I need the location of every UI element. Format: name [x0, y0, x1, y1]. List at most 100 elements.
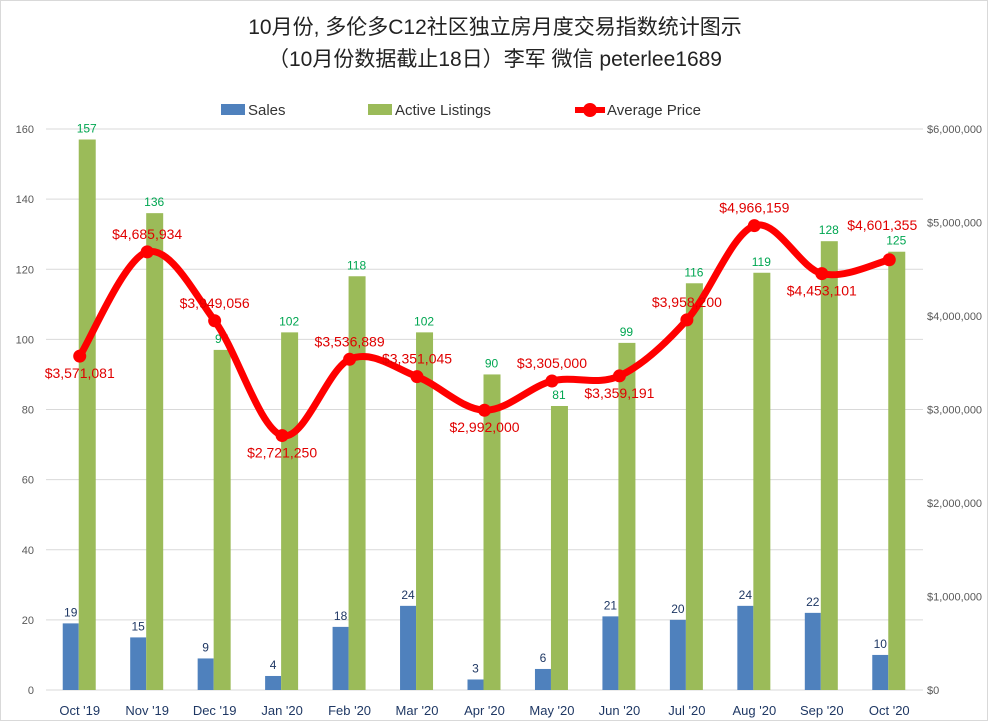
- average-price-data-label: $3,571,081: [45, 365, 115, 381]
- average-price-data-label: $4,453,101: [787, 283, 857, 299]
- left-axis-tick: 0: [28, 685, 34, 697]
- sales-data-label: 18: [334, 609, 348, 623]
- x-axis-tick: Apr '20: [464, 703, 505, 718]
- left-axis-tick: 40: [22, 545, 34, 557]
- left-axis-tick: 100: [16, 334, 34, 346]
- x-axis-tick: Aug '20: [733, 703, 777, 718]
- listings-bar: [685, 283, 703, 690]
- legend-sales-label: Sales: [248, 102, 286, 119]
- sales-data-label: 10: [874, 637, 888, 651]
- average-price-data-label: $2,721,250: [247, 445, 317, 461]
- sales-bar: [737, 605, 754, 690]
- legend-sales-swatch: [221, 104, 245, 115]
- listings-data-label: 119: [752, 255, 771, 269]
- average-price-marker: [815, 267, 829, 281]
- sales-data-label: 21: [604, 598, 618, 612]
- sales-bar: [534, 668, 551, 690]
- average-price-data-label: $3,351,045: [382, 351, 452, 367]
- average-price-data-label: $2,992,000: [449, 419, 519, 435]
- average-price-data-label: $4,685,934: [112, 226, 182, 242]
- left-axis-tick: 20: [22, 615, 34, 627]
- listings-bar: [78, 139, 96, 691]
- right-axis-tick: $6,000,000: [927, 124, 982, 136]
- left-axis-tick: 160: [16, 124, 34, 136]
- listings-data-label: 128: [819, 223, 839, 237]
- sales-data-label: 20: [671, 602, 685, 616]
- legend-listings-swatch: [368, 104, 392, 115]
- listings-bar: [213, 349, 231, 690]
- sales-bar: [804, 612, 821, 690]
- sales-bar: [400, 605, 417, 690]
- average-price-marker: [73, 349, 87, 363]
- listings-bar: [888, 251, 906, 690]
- x-axis-tick: Jul '20: [668, 703, 705, 718]
- average-price-marker: [343, 352, 357, 366]
- average-price-data-label: $3,536,889: [315, 333, 385, 349]
- x-axis-tick: Feb '20: [328, 703, 371, 718]
- sales-bar: [332, 626, 349, 690]
- listings-bar: [281, 332, 299, 690]
- legend-price-label: Average Price: [607, 102, 701, 119]
- sales-bar: [265, 675, 282, 690]
- sales-bar: [602, 616, 619, 690]
- x-axis-tick: Oct '19: [59, 703, 100, 718]
- sales-bar: [197, 658, 214, 690]
- average-price-marker: [882, 253, 896, 267]
- right-axis-tick: $5,000,000: [927, 218, 982, 230]
- listings-bar: [820, 241, 838, 690]
- average-price-data-label: $3,305,000: [517, 355, 587, 371]
- listings-data-label: 118: [347, 258, 366, 272]
- listings-bar: [348, 276, 366, 690]
- listings-data-label: 125: [886, 234, 906, 248]
- chart-title: 10月份, 多伦多C12社区独立房月度交易指数统计图示: [248, 16, 742, 39]
- sales-bar: [872, 654, 889, 690]
- listings-bar: [753, 272, 771, 690]
- listings-bar: [483, 374, 501, 690]
- listings-bar: [618, 342, 636, 690]
- right-axis-tick: $1,000,000: [927, 592, 982, 604]
- average-price-marker: [140, 245, 154, 259]
- listings-bar: [146, 213, 164, 690]
- average-price-marker: [747, 219, 761, 233]
- left-axis-tick: 140: [16, 194, 34, 206]
- chart-subtitle: （10月份数据截止18日）李军 微信 peterlee1689: [268, 48, 722, 71]
- average-price-marker: [208, 314, 222, 328]
- average-price-marker: [545, 374, 559, 388]
- sales-bar: [467, 679, 484, 690]
- sales-data-label: 4: [270, 658, 277, 672]
- x-axis-tick: Dec '19: [193, 703, 237, 718]
- x-axis-tick: Oct '20: [869, 703, 910, 718]
- x-axis-tick: Sep '20: [800, 703, 844, 718]
- right-axis-tick: $4,000,000: [927, 311, 982, 323]
- average-price-data-label: $3,359,191: [584, 385, 654, 401]
- legend-listings-label: Active Listings: [395, 102, 491, 119]
- average-price-data-label: $4,601,355: [847, 217, 917, 233]
- sales-data-label: 6: [540, 651, 547, 665]
- listings-data-label: 136: [144, 195, 164, 209]
- left-axis-tick: 60: [22, 475, 34, 487]
- x-axis-tick: Mar '20: [396, 703, 439, 718]
- listings-data-label: 99: [620, 325, 634, 339]
- legend-price-marker: [583, 103, 597, 117]
- average-price-marker: [612, 369, 626, 383]
- average-price-marker: [680, 313, 694, 327]
- listings-bar: [550, 405, 568, 690]
- sales-data-label: 22: [806, 595, 820, 609]
- sales-data-label: 15: [132, 619, 146, 633]
- sales-data-label: 9: [202, 640, 209, 654]
- x-axis-tick: Jan '20: [261, 703, 303, 718]
- listings-data-label: 102: [279, 314, 299, 328]
- sales-bar: [669, 619, 686, 690]
- average-price-marker: [410, 370, 424, 384]
- sales-data-label: 3: [472, 661, 479, 675]
- sales-bar: [62, 623, 79, 690]
- listings-data-label: 116: [684, 265, 703, 279]
- left-axis-tick: 80: [22, 405, 34, 417]
- average-price-marker: [478, 403, 491, 417]
- right-axis-tick: $3,000,000: [927, 405, 982, 417]
- listings-data-label: 81: [552, 388, 566, 402]
- average-price-data-label: $3,958,200: [652, 294, 722, 310]
- listings-bar: [416, 332, 434, 690]
